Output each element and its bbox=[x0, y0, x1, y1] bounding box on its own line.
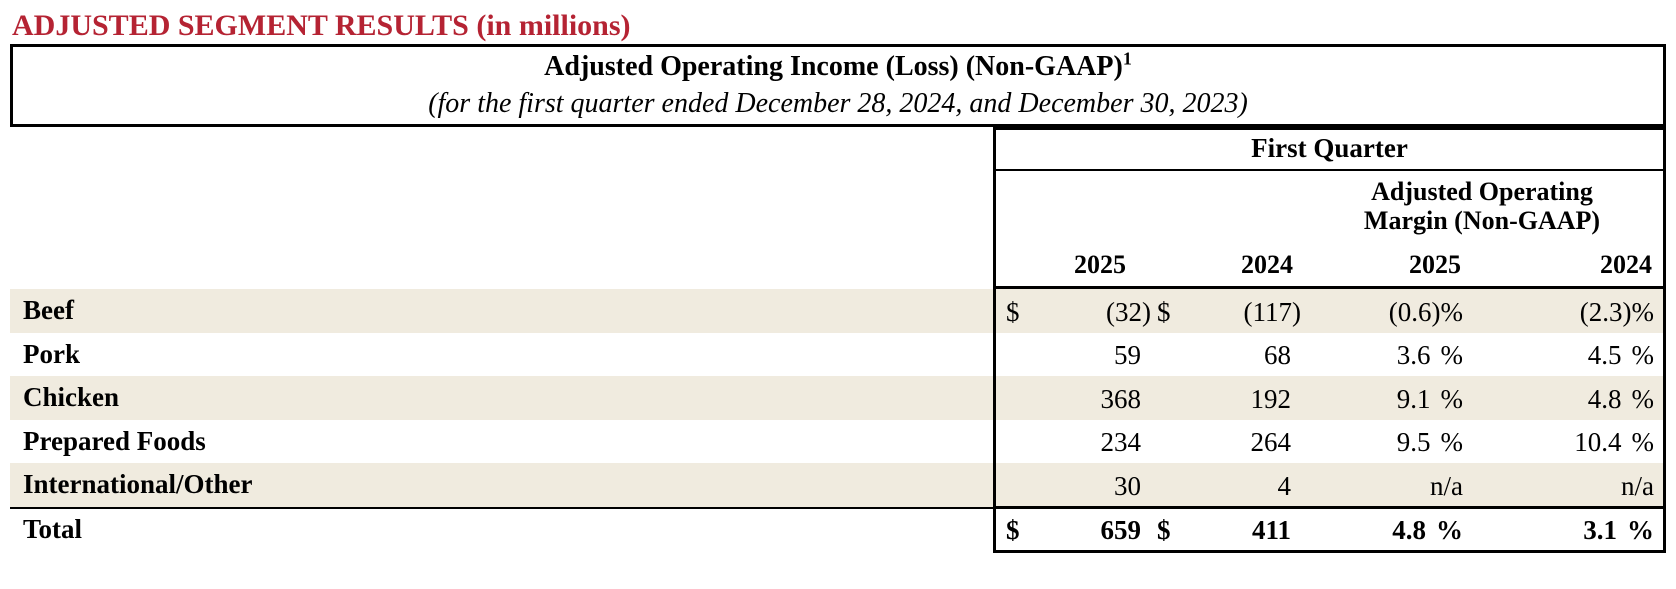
cell-margin-2025: 3.6% bbox=[1301, 337, 1463, 371]
cell-value: 264 bbox=[1250, 427, 1292, 458]
percent-symbol: % bbox=[1440, 427, 1464, 458]
cell-value: 4.8 bbox=[1392, 515, 1426, 546]
table-title: Adjusted Operating Income (Loss) (Non-GA… bbox=[13, 47, 1663, 87]
cell-margin-2024: n/a bbox=[1463, 468, 1663, 502]
segment-results-table: First Quarter Adjusted Operating Margin … bbox=[10, 127, 1666, 553]
percent-symbol: % bbox=[1440, 340, 1464, 371]
cell-value: 368 bbox=[1100, 383, 1142, 414]
cell-value: 234 bbox=[1100, 427, 1142, 458]
page-title: ADJUSTED SEGMENT RESULTS (in millions) bbox=[12, 9, 631, 42]
cell-income-2024: 68 bbox=[1151, 337, 1301, 371]
cell-income-2024: 4 bbox=[1151, 468, 1301, 502]
sub-header: Adjusted Operating Margin (Non-GAAP) 202… bbox=[993, 171, 1666, 284]
percent-symbol: % bbox=[1631, 296, 1655, 327]
first-quarter-header: First Quarter bbox=[993, 127, 1666, 171]
table-row-chicken: Chicken 368 192 9.1% 4.8% bbox=[10, 376, 1666, 420]
row-label: Chicken bbox=[23, 382, 120, 413]
cell-margin-2025: n/a bbox=[1301, 468, 1463, 502]
cell-value: n/a bbox=[1621, 470, 1654, 501]
cell-value: 3.1 bbox=[1583, 515, 1617, 546]
cell-margin-2024: 4.8% bbox=[1463, 381, 1663, 415]
row-label: Prepared Foods bbox=[23, 425, 206, 456]
row-label: Beef bbox=[23, 295, 74, 326]
table-row-pork: Pork 59 68 3.6% 4.5% bbox=[10, 333, 1666, 377]
row-label: Pork bbox=[23, 338, 80, 369]
cell-margin-2025: 4.8% bbox=[1301, 512, 1463, 546]
currency-symbol: $ bbox=[1006, 296, 1020, 327]
table-header-zone: First Quarter Adjusted Operating Margin … bbox=[10, 127, 1666, 289]
percent-symbol: % bbox=[1440, 383, 1464, 414]
footnote-superscript: 1 bbox=[1122, 48, 1132, 69]
cell-margin-2024: 4.5% bbox=[1463, 337, 1663, 371]
cell-value: (32) bbox=[1106, 296, 1151, 327]
currency-symbol: $ bbox=[1157, 296, 1171, 327]
table-title-box: Adjusted Operating Income (Loss) (Non-GA… bbox=[10, 44, 1666, 127]
cell-income-2025: $659 bbox=[996, 512, 1151, 546]
margin-group-header: Adjusted Operating Margin (Non-GAAP) bbox=[1301, 177, 1663, 235]
cell-income-2025: 30 bbox=[996, 468, 1151, 502]
cell-value: 9.5 bbox=[1396, 427, 1431, 458]
cell-value: n/a bbox=[1430, 470, 1463, 501]
currency-symbol: $ bbox=[1157, 515, 1171, 546]
cell-value: 30 bbox=[1114, 470, 1141, 501]
percent-symbol: % bbox=[1627, 515, 1654, 546]
cell-margin-2024: (2.3)% bbox=[1463, 294, 1663, 328]
cell-income-2025: 234 bbox=[996, 424, 1151, 458]
row-label: Total bbox=[23, 513, 83, 544]
cell-value: 3.6 bbox=[1396, 340, 1431, 371]
percent-symbol: % bbox=[1631, 383, 1655, 414]
percent-symbol: % bbox=[1440, 296, 1464, 327]
table-row-total: Total $659 $411 4.8% 3.1% bbox=[10, 506, 1666, 551]
cell-value: 411 bbox=[1251, 515, 1291, 546]
cell-margin-2024: 10.4% bbox=[1463, 424, 1663, 458]
table-row-beef: Beef $ (32) $ (117) (0.6)% (2.3)% bbox=[10, 289, 1666, 333]
cell-income-2024: $411 bbox=[1151, 512, 1301, 546]
cell-value: (117) bbox=[1243, 296, 1301, 327]
percent-symbol: % bbox=[1631, 427, 1655, 458]
currency-symbol: $ bbox=[1006, 515, 1020, 546]
cell-value: 4.5 bbox=[1587, 340, 1622, 371]
cell-value: (0.6) bbox=[1388, 296, 1441, 327]
table-row-international-other: International/Other 30 4 n/a n/a bbox=[10, 463, 1666, 507]
table-subtitle: (for the first quarter ended December 28… bbox=[428, 88, 1248, 119]
cell-margin-2025: 9.5% bbox=[1301, 424, 1463, 458]
cell-value: 59 bbox=[1114, 340, 1141, 371]
cell-value: 9.1 bbox=[1396, 383, 1431, 414]
table-title-text: Adjusted Operating Income (Loss) (Non-GA… bbox=[544, 51, 1123, 82]
row-label: International/Other bbox=[23, 469, 253, 500]
cell-margin-2024: 3.1% bbox=[1463, 512, 1663, 546]
year-columns-row: 2025 2024 2025 2024 bbox=[996, 251, 1663, 279]
percent-symbol: % bbox=[1436, 515, 1463, 546]
cell-value: 68 bbox=[1264, 340, 1291, 371]
cell-value: 4 bbox=[1277, 470, 1292, 501]
cell-income-2025: 368 bbox=[996, 381, 1151, 415]
cell-income-2025: 59 bbox=[996, 337, 1151, 371]
cell-income-2024: $ (117) bbox=[1151, 294, 1301, 328]
cell-income-2024: 264 bbox=[1151, 424, 1301, 458]
cell-value: (2.3) bbox=[1579, 296, 1632, 327]
year-col-income-2024: 2024 bbox=[1241, 250, 1293, 279]
year-col-margin-2025: 2025 bbox=[1409, 250, 1461, 279]
margin-header-line2: Margin (Non-GAAP) bbox=[1363, 206, 1601, 235]
cell-margin-2025: 9.1% bbox=[1301, 381, 1463, 415]
data-header: First Quarter Adjusted Operating Margin … bbox=[993, 127, 1666, 289]
cell-margin-2025: (0.6)% bbox=[1301, 294, 1463, 328]
cell-income-2025: $ (32) bbox=[996, 294, 1151, 328]
cell-value: 659 bbox=[1100, 515, 1142, 546]
cell-value: 192 bbox=[1250, 383, 1292, 414]
year-col-income-2025: 2025 bbox=[1074, 250, 1126, 279]
percent-symbol: % bbox=[1631, 340, 1655, 371]
year-col-margin-2024: 2024 bbox=[1600, 250, 1652, 279]
table-row-prepared-foods: Prepared Foods 234 264 9.5% 10.4% bbox=[10, 420, 1666, 464]
cell-value: 4.8 bbox=[1587, 383, 1622, 414]
margin-header-line1: Adjusted Operating bbox=[1371, 177, 1593, 206]
cell-income-2024: 192 bbox=[1151, 381, 1301, 415]
cell-value: 10.4 bbox=[1574, 427, 1622, 458]
